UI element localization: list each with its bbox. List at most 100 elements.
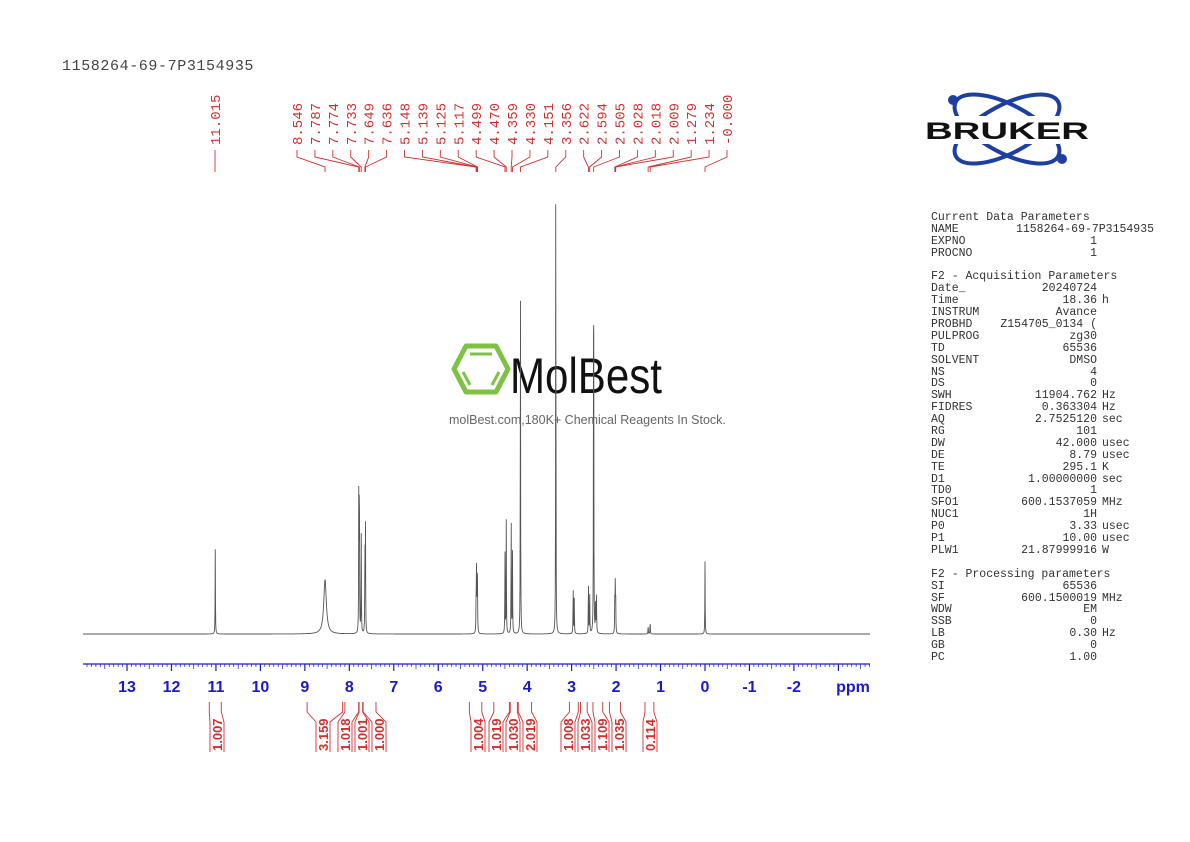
parameter-unit: W	[1102, 543, 1109, 557]
parameter-row: LB 0.30 Hz	[931, 628, 1146, 640]
integral-value: 1.109	[595, 718, 610, 751]
parameter-row: NS 4	[931, 365, 1146, 379]
parameter-row: FIDRES 0.363304 Hz	[931, 402, 1146, 414]
parameter-unit: usec	[1102, 436, 1130, 450]
parameter-row: TD0 1	[931, 485, 1146, 497]
parameter-value: 0.363304	[1041, 401, 1097, 415]
peak-label: 7.636	[381, 103, 397, 145]
parameter-name: P0	[931, 520, 945, 534]
peak-label: 7.787	[309, 103, 325, 145]
peak-label-connector	[583, 150, 589, 172]
parameter-value: 0	[1090, 377, 1097, 391]
integral-value: 2.019	[523, 718, 538, 751]
parameter-unit: usec	[1102, 520, 1130, 534]
x-tick-label: -1	[742, 679, 756, 696]
parameter-value: 3.33	[1069, 520, 1097, 534]
parameter-row: SF 600.1500019 MHz	[931, 592, 1146, 605]
x-tick-label: 0	[701, 679, 710, 696]
parameter-value: 101	[1076, 425, 1097, 439]
parameter-row: TD 65536	[931, 342, 1146, 355]
integral-value: 1.001	[355, 718, 370, 751]
parameter-name: P1	[931, 532, 945, 546]
parameter-section: Current Data Parameters	[931, 212, 1146, 224]
parameter-name: NAME	[931, 222, 959, 236]
parameter-row: PROCNO 1	[931, 247, 1146, 260]
parameter-name: PC	[931, 650, 945, 664]
peak-label-connector	[593, 150, 620, 172]
parameter-value: 600.1537059	[1021, 496, 1097, 510]
parameter-unit: K	[1102, 460, 1109, 474]
parameter-row: D1 1.00000000 sec	[931, 472, 1146, 486]
parameter-name: AQ	[931, 413, 945, 427]
peak-label: 1.234	[703, 103, 719, 145]
parameter-unit: Hz	[1102, 389, 1116, 403]
integral-value: 1.000	[372, 718, 387, 751]
peak-label: 2.028	[631, 103, 647, 145]
peak-label-connector	[589, 150, 603, 172]
parameter-row: AQ 2.7525120 sec	[931, 414, 1146, 426]
parameter-name: DE	[931, 448, 945, 462]
peak-label: 2.505	[614, 103, 630, 145]
peak-label-connector	[475, 150, 506, 172]
parameter-row: SFO1 600.1537059 MHz	[931, 497, 1146, 509]
x-tick-label: 4	[523, 679, 532, 696]
parameter-section-title: F2 - Acquisition Parameters	[931, 270, 1118, 284]
peak-label: -0.000	[721, 95, 737, 145]
parameter-row: SI 65536	[931, 579, 1146, 593]
peak-label: 4.151	[542, 103, 558, 145]
parameter-value: 0	[1090, 639, 1097, 653]
parameter-name: PROBHD	[931, 318, 973, 332]
parameter-name: NS	[931, 365, 945, 379]
peak-label: 4.499	[470, 103, 486, 145]
peak-label-connector	[365, 150, 388, 172]
x-tick-label: 10	[252, 679, 270, 696]
integral-bracket	[488, 702, 510, 752]
parameter-value: zg30	[1069, 329, 1097, 343]
integral-bracket	[608, 702, 627, 752]
parameter-section: F2 - Acquisition Parameters	[931, 271, 1146, 283]
parameter-name: DS	[931, 377, 945, 391]
parameter-row: DS 0	[931, 378, 1146, 390]
parameter-name: Time	[931, 294, 959, 308]
parameter-row: INSTRUM Avance	[931, 307, 1146, 319]
parameter-name: EXPNO	[931, 234, 966, 248]
parameter-row: Date_ 20240724	[931, 283, 1146, 295]
x-tick-label: 13	[118, 679, 136, 696]
parameter-value: 65536	[1062, 579, 1097, 593]
parameter-row: PLW1 21.87999916 W	[931, 545, 1146, 557]
parameter-value: 1	[1090, 234, 1097, 248]
parameter-unit: usec	[1102, 532, 1130, 546]
peak-label: 4.470	[488, 103, 504, 145]
x-tick-label: 8	[345, 679, 354, 696]
x-tick-label: 6	[434, 679, 443, 696]
parameter-unit: sec	[1102, 472, 1123, 486]
peak-label-connector	[647, 150, 692, 172]
parameter-name: Date_	[931, 282, 966, 296]
bruker-logo: BRUKER	[922, 92, 1092, 166]
integral-value: 1.004	[471, 718, 486, 751]
parameter-name: PULPROG	[931, 329, 980, 343]
parameter-section-title: F2 - Processing parameters	[931, 567, 1111, 581]
parameter-value: 21.87999916	[1021, 543, 1097, 557]
parameter-name: INSTRUM	[931, 306, 980, 320]
peak-label: 2.009	[667, 103, 683, 145]
parameter-row: SWH 11904.762 Hz	[931, 390, 1146, 402]
parameter-value: Z154705_0134 (	[1000, 318, 1097, 332]
parameter-value: 1.00	[1069, 650, 1097, 664]
parameter-name: SWH	[931, 389, 952, 403]
peak-label: 4.330	[524, 103, 540, 145]
peak-label-connector	[493, 150, 507, 172]
parameter-name: LB	[931, 627, 945, 641]
parameter-value: 1158264-69-7P3154935	[1015, 222, 1154, 236]
x-tick-label: 1	[656, 679, 665, 696]
peak-label: 5.139	[416, 103, 432, 145]
peak-label-connector	[555, 150, 567, 172]
parameter-name: TD0	[931, 484, 952, 498]
parameter-row: PULPROG zg30	[931, 331, 1146, 343]
parameter-value: 1	[1090, 484, 1097, 498]
peak-label: 2.594	[596, 103, 612, 145]
integral-value: 1.007	[210, 718, 225, 751]
x-tick-label: 2	[612, 679, 621, 696]
sample-title: 1158264-69-7P3154935	[62, 58, 255, 75]
